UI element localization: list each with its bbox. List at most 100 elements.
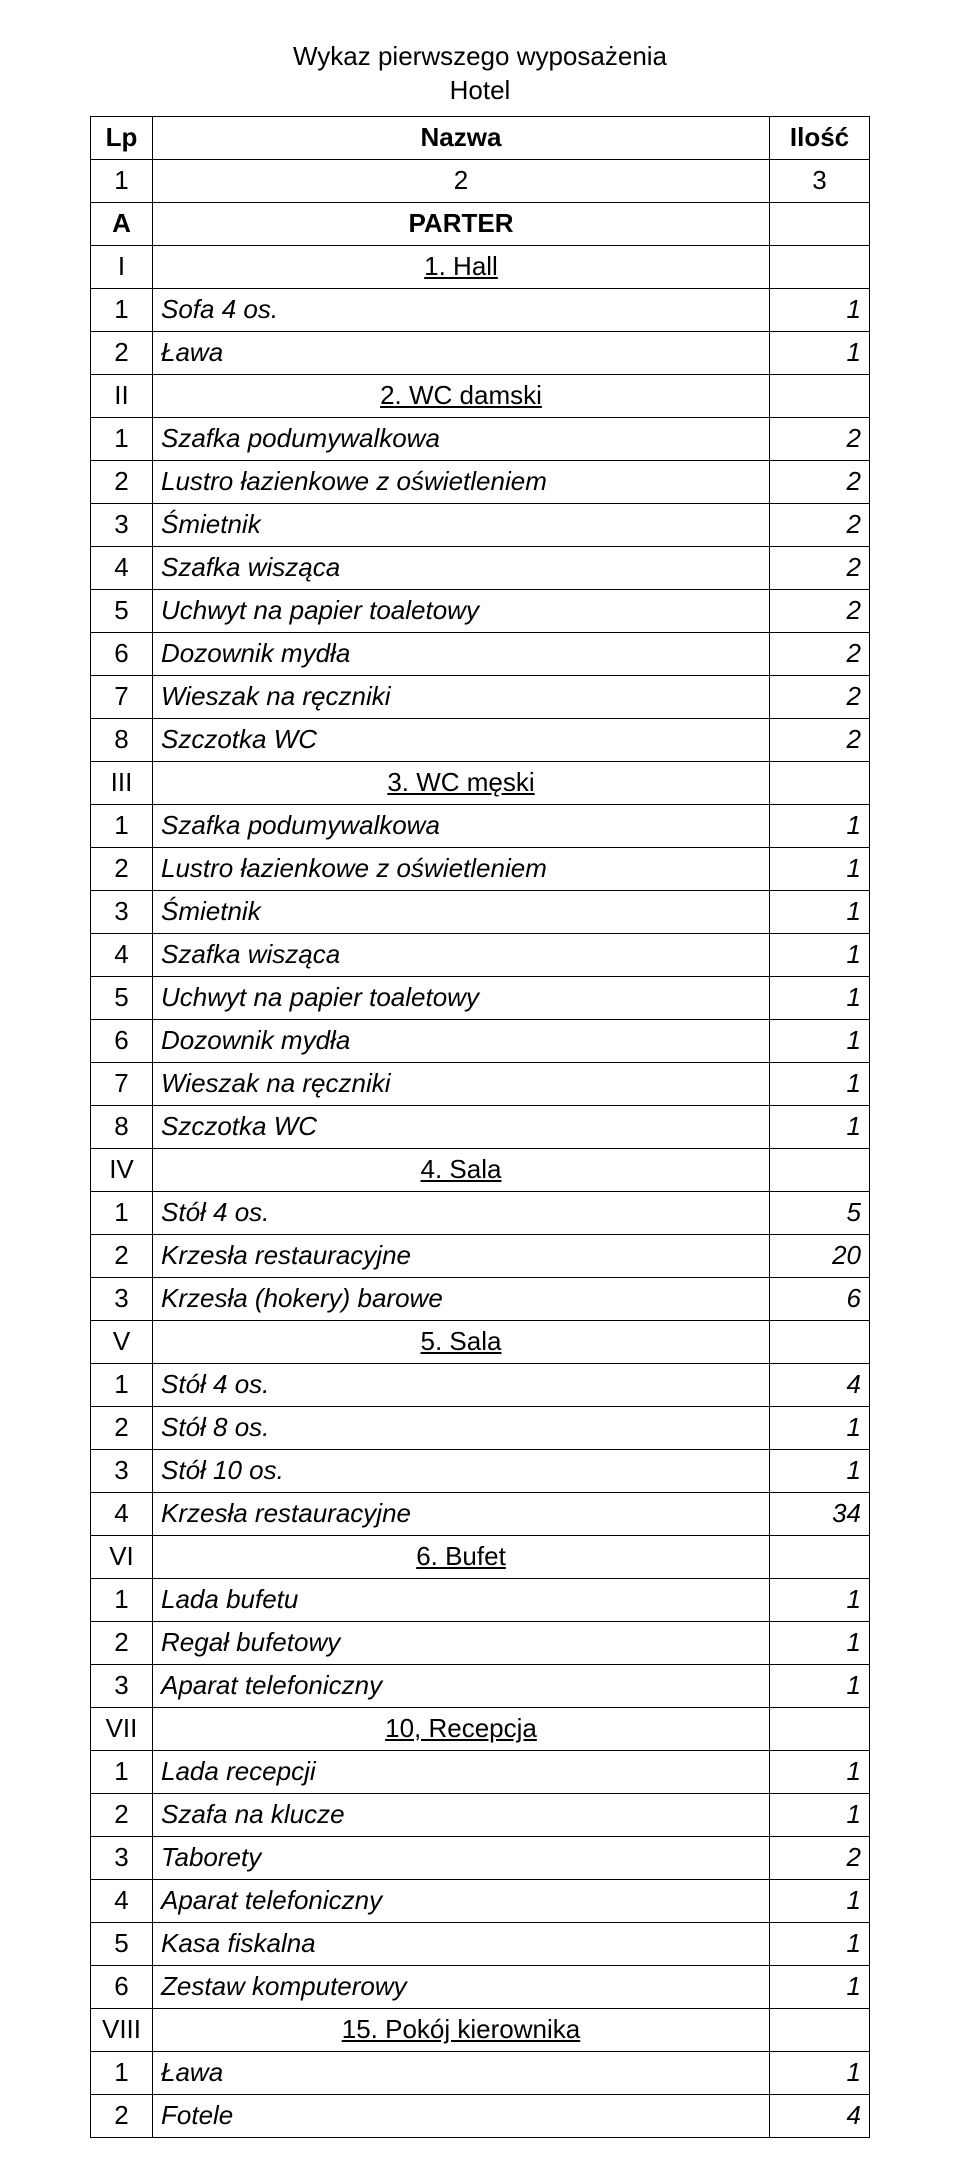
cell-name: Wieszak na ręczniki <box>153 1062 770 1105</box>
cell-qty: 1 <box>770 890 870 933</box>
cell-lp: 5 <box>91 1922 153 1965</box>
cell-qty: 2 <box>770 546 870 589</box>
cell-lp: 5 <box>91 976 153 1019</box>
table-row: 5Uchwyt na papier toaletowy1 <box>91 976 870 1019</box>
cell-qty <box>770 202 870 245</box>
cell-name: Lustro łazienkowe z oświetleniem <box>153 460 770 503</box>
cell-lp: V <box>91 1320 153 1363</box>
cell-name: 2 <box>153 159 770 202</box>
cell-qty: 2 <box>770 675 870 718</box>
cell-lp: A <box>91 202 153 245</box>
table-row: 2Fotele4 <box>91 2094 870 2137</box>
cell-qty <box>770 1148 870 1191</box>
cell-qty <box>770 374 870 417</box>
cell-lp: 1 <box>91 1750 153 1793</box>
table-row: 7Wieszak na ręczniki2 <box>91 675 870 718</box>
cell-qty: 3 <box>770 159 870 202</box>
cell-lp: 1 <box>91 1578 153 1621</box>
table-row: 3Śmietnik1 <box>91 890 870 933</box>
cell-qty: 2 <box>770 632 870 675</box>
cell-name: 10, Recepcja <box>153 1707 770 1750</box>
cell-qty: 5 <box>770 1191 870 1234</box>
cell-lp: III <box>91 761 153 804</box>
cell-name: Zestaw komputerowy <box>153 1965 770 2008</box>
cell-qty: 1 <box>770 1750 870 1793</box>
cell-name: Śmietnik <box>153 890 770 933</box>
table-row: 1Stół 4 os.5 <box>91 1191 870 1234</box>
col-header-nazwa: Nazwa <box>153 116 770 159</box>
cell-qty <box>770 1535 870 1578</box>
cell-lp: 1 <box>91 159 153 202</box>
cell-name: Fotele <box>153 2094 770 2137</box>
cell-qty: 20 <box>770 1234 870 1277</box>
cell-name: Szafka podumywalkowa <box>153 417 770 460</box>
cell-name: 3. WC męski <box>153 761 770 804</box>
cell-lp: VIII <box>91 2008 153 2051</box>
cell-lp: 1 <box>91 804 153 847</box>
cell-lp: 2 <box>91 1234 153 1277</box>
cell-lp: VI <box>91 1535 153 1578</box>
cell-name: Krzesła (hokery) barowe <box>153 1277 770 1320</box>
cell-lp: 3 <box>91 1449 153 1492</box>
table-row: 5Kasa fiskalna1 <box>91 1922 870 1965</box>
cell-lp: 3 <box>91 1277 153 1320</box>
cell-qty: 1 <box>770 288 870 331</box>
cell-lp: 7 <box>91 675 153 718</box>
table-row: 7Wieszak na ręczniki1 <box>91 1062 870 1105</box>
cell-name: PARTER <box>153 202 770 245</box>
cell-qty: 6 <box>770 1277 870 1320</box>
table-row: 1Sofa 4 os.1 <box>91 288 870 331</box>
cell-lp: 8 <box>91 718 153 761</box>
cell-qty: 1 <box>770 1922 870 1965</box>
table-row: 123 <box>91 159 870 202</box>
col-header-ilosc: Ilość <box>770 116 870 159</box>
table-row: 2Szafa na klucze1 <box>91 1793 870 1836</box>
cell-qty: 1 <box>770 1793 870 1836</box>
table-row: 8Szczotka WC2 <box>91 718 870 761</box>
cell-name: Uchwyt na papier toaletowy <box>153 976 770 1019</box>
cell-lp: 2 <box>91 1793 153 1836</box>
table-row: VIII15. Pokój kierownika <box>91 2008 870 2051</box>
cell-qty: 4 <box>770 1363 870 1406</box>
table-row: APARTER <box>91 202 870 245</box>
cell-qty <box>770 1320 870 1363</box>
cell-qty: 34 <box>770 1492 870 1535</box>
table-row: 6Dozownik mydła2 <box>91 632 870 675</box>
cell-name: Szczotka WC <box>153 1105 770 1148</box>
table-row: 2Lustro łazienkowe z oświetleniem1 <box>91 847 870 890</box>
table-row: 1Lada bufetu1 <box>91 1578 870 1621</box>
table-row: 2Stół 8 os.1 <box>91 1406 870 1449</box>
cell-name: Szafka podumywalkowa <box>153 804 770 847</box>
cell-name: Krzesła restauracyjne <box>153 1492 770 1535</box>
table-row: 1Ława1 <box>91 2051 870 2094</box>
cell-qty: 1 <box>770 1621 870 1664</box>
cell-name: Aparat telefoniczny <box>153 1664 770 1707</box>
table-row: 3Krzesła (hokery) barowe6 <box>91 1277 870 1320</box>
table-row: 3Śmietnik2 <box>91 503 870 546</box>
cell-qty: 4 <box>770 2094 870 2137</box>
cell-qty: 1 <box>770 804 870 847</box>
cell-lp: 8 <box>91 1105 153 1148</box>
cell-qty: 1 <box>770 1019 870 1062</box>
cell-lp: 1 <box>91 1363 153 1406</box>
cell-name: Stół 4 os. <box>153 1191 770 1234</box>
table-row: 2Lustro łazienkowe z oświetleniem2 <box>91 460 870 503</box>
cell-name: Stół 8 os. <box>153 1406 770 1449</box>
table-row: 1Lada recepcji1 <box>91 1750 870 1793</box>
cell-qty: 1 <box>770 1965 870 2008</box>
cell-lp: 3 <box>91 503 153 546</box>
cell-name: Kasa fiskalna <box>153 1922 770 1965</box>
cell-qty: 2 <box>770 718 870 761</box>
cell-name: 1. Hall <box>153 245 770 288</box>
table-row: II2. WC damski <box>91 374 870 417</box>
table-row: 3Aparat telefoniczny1 <box>91 1664 870 1707</box>
table-row: III3. WC męski <box>91 761 870 804</box>
table-row: 4Aparat telefoniczny1 <box>91 1879 870 1922</box>
cell-lp: IV <box>91 1148 153 1191</box>
cell-name: Sofa 4 os. <box>153 288 770 331</box>
cell-lp: 4 <box>91 1879 153 1922</box>
cell-name: 4. Sala <box>153 1148 770 1191</box>
table-row: 2Regał bufetowy1 <box>91 1621 870 1664</box>
table-row: 3Stół 10 os.1 <box>91 1449 870 1492</box>
cell-lp: 4 <box>91 1492 153 1535</box>
